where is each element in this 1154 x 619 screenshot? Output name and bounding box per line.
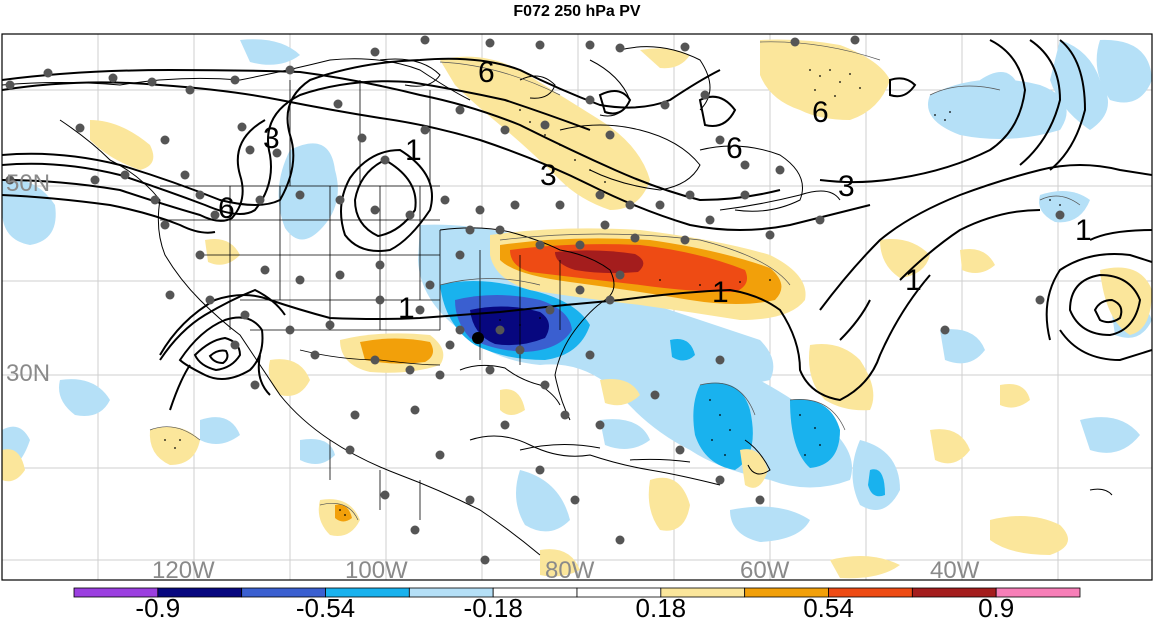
contour-label: 6: [218, 192, 235, 225]
contour-label: 6: [726, 132, 743, 165]
lon-label-100w: 100W: [345, 557, 408, 584]
contour-label: 6: [812, 96, 829, 129]
colorbar-label: 0.54: [803, 593, 854, 619]
colorbar-label: 0.9: [978, 593, 1014, 619]
colorbar-label: -0.54: [296, 593, 355, 619]
contour-label: 1: [405, 134, 422, 167]
contour-label: 1: [1075, 214, 1092, 247]
contour-label: 6: [478, 56, 495, 89]
pv-contours: [2, 39, 1152, 411]
colorbar-label: -0.18: [464, 593, 523, 619]
contour-label: 1: [398, 292, 415, 325]
map-frame: [1, 33, 1153, 581]
colorbar-label: 0.18: [636, 593, 687, 619]
lon-label-80w: 80W: [545, 557, 595, 584]
lon-label-40w: 40W: [930, 557, 980, 584]
lon-label-120w: 120W: [152, 557, 215, 584]
lon-label-60w: 60W: [740, 557, 790, 584]
contour-label: 1: [712, 276, 729, 309]
lat-label-50n: 50N: [6, 170, 50, 197]
contour-label: 1: [905, 264, 922, 297]
negative-anomaly-max: [470, 306, 549, 346]
positive-anomaly-max: [555, 250, 644, 274]
station-highlight: [472, 332, 484, 344]
map-title: F072 250 hPa PV: [513, 3, 641, 20]
station-dots: [5, 35, 1065, 565]
lat-label-30n: 30N: [6, 360, 50, 387]
contour-label: 3: [263, 122, 280, 155]
contour-label: 3: [540, 159, 557, 192]
colorbar-swatch: [995, 587, 1081, 598]
colorbar: -0.9 -0.54 -0.18 0.18 0.54 0.9: [73, 587, 1081, 619]
colorbar-label: -0.9: [135, 593, 180, 619]
contour-label: 3: [838, 170, 855, 203]
stipple: [164, 69, 1061, 516]
